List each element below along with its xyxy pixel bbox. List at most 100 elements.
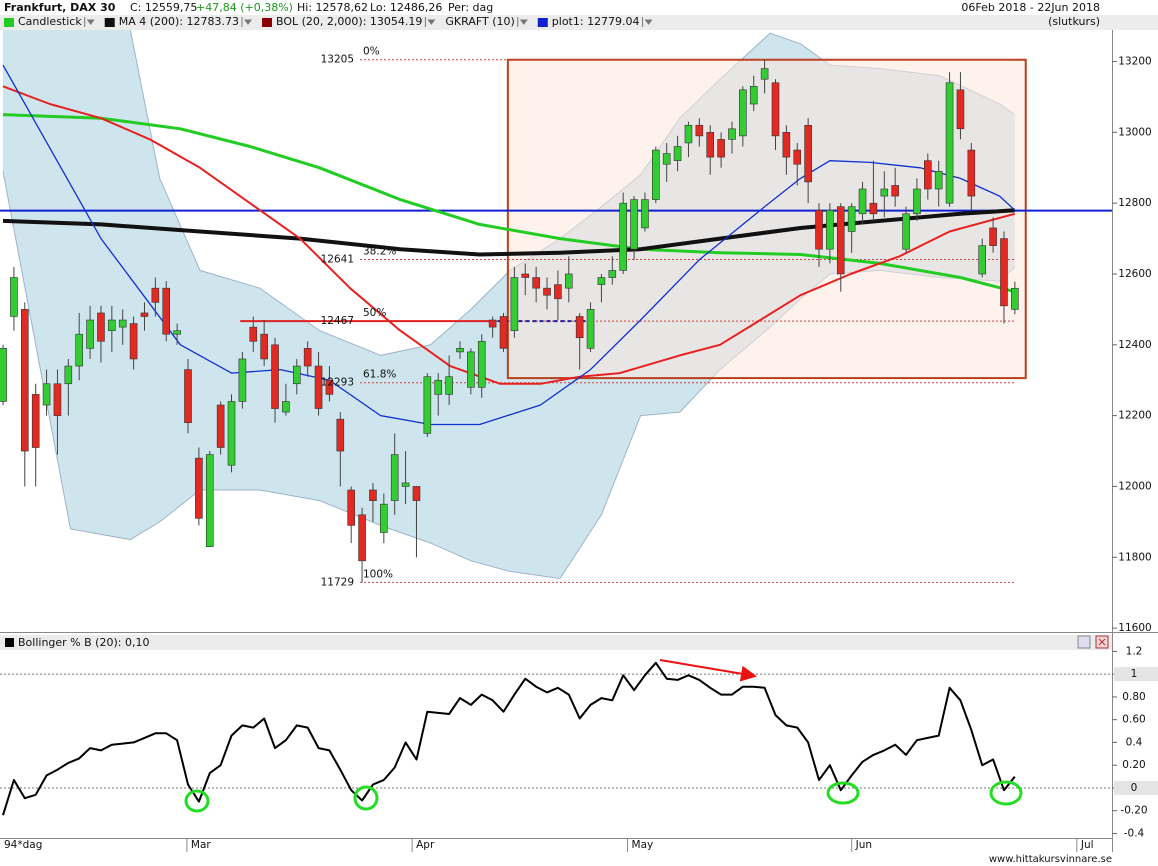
candle-body: [956, 89, 965, 130]
candle-body: [249, 326, 258, 342]
candle-body: [608, 270, 617, 278]
footer: www.hittakursvinnare.se: [989, 854, 1112, 865]
candle-body: [358, 514, 366, 562]
legend-swatch: [262, 18, 272, 27]
fib-price: 11729: [321, 576, 354, 588]
legend-dropdown[interactable]: [642, 17, 653, 27]
y-tick-label: 12800: [1118, 197, 1151, 209]
legend-label[interactable]: MA 4 (200): 12783.73: [119, 15, 239, 28]
fib-price: 12467: [321, 315, 354, 327]
candle-body: [836, 206, 845, 275]
period: Per: dag: [448, 1, 493, 14]
signal-circle: [989, 780, 1023, 806]
y-tick-highlight: [1114, 667, 1158, 682]
high: Hi: 12578,62: [297, 1, 368, 14]
candle-body: [53, 383, 62, 416]
price-mode: (slutkurs): [1048, 15, 1100, 28]
legend-bar: [0, 15, 1158, 30]
fib-percent: 0%: [363, 46, 380, 58]
legend-swatch: [4, 18, 14, 27]
fib-percent: 38.2%: [363, 245, 396, 257]
candle-body: [793, 149, 802, 165]
candle-body: [173, 330, 181, 335]
candle-body: [554, 284, 562, 300]
candle-body: [227, 401, 236, 466]
period-label: 94*dag: [4, 839, 42, 851]
candle-body: [21, 309, 29, 452]
candle-body: [31, 394, 40, 448]
candle-body: [543, 287, 551, 296]
legend-dropdown[interactable]: [517, 17, 528, 27]
legend-label[interactable]: plot1: 12779.04: [552, 15, 640, 28]
indicator-swatch: [5, 638, 14, 647]
y-tick-label: 1.2: [1126, 645, 1143, 657]
candle-body: [641, 199, 649, 229]
legend-label[interactable]: Candlestick: [18, 15, 82, 28]
candle-body: [477, 340, 486, 388]
candle-body: [184, 369, 192, 424]
main-plot: [0, 30, 1112, 583]
candle-body: [989, 227, 997, 246]
candle-body: [64, 365, 73, 385]
fib-percent: 61.8%: [363, 369, 396, 381]
x-tick-label: May: [632, 839, 654, 851]
candle-body: [325, 379, 334, 395]
candle-body: [630, 199, 638, 250]
candle-body: [760, 68, 769, 80]
candle-body: [1011, 287, 1019, 310]
y-tick-label: 13000: [1118, 126, 1151, 138]
candle-body: [902, 213, 910, 250]
low: Lo: 12486,26: [370, 1, 442, 14]
candle-body: [75, 333, 84, 367]
candle-body: [978, 245, 987, 275]
indicator-title: Bollinger % B (20): 0,10: [18, 636, 149, 649]
candle-body: [728, 128, 736, 140]
x-tick-label: Mar: [191, 839, 211, 851]
candle-body: [499, 316, 508, 349]
fib-price: 12293: [321, 377, 354, 389]
y-tick-label: 12400: [1118, 339, 1151, 351]
candle-body: [662, 153, 671, 165]
y-tick-label: 13200: [1118, 56, 1151, 68]
candle-body: [380, 503, 388, 533]
y-tick-label: 1: [1131, 668, 1138, 680]
moving-average: [2, 64, 1016, 426]
y-tick-label: 0.4: [1126, 736, 1143, 748]
candle-body: [118, 319, 127, 328]
y-tick-label: 0: [1131, 782, 1138, 794]
candle-body: [597, 277, 606, 285]
legend-label[interactable]: GKRAFT (10): [445, 15, 514, 28]
candle-body: [652, 149, 660, 200]
fib-percent: 100%: [363, 568, 393, 580]
candle-body: [684, 124, 693, 144]
candle-body: [314, 365, 323, 409]
candle-body: [336, 418, 345, 452]
candle-body: [151, 287, 160, 303]
candle-body: [924, 160, 932, 190]
candle-body: [10, 277, 18, 317]
candle-body: [695, 124, 704, 137]
legend-dropdown[interactable]: [424, 17, 436, 27]
moving-average: [2, 85, 1016, 385]
settings-icon[interactable]: [1077, 635, 1091, 649]
legend-swatch: [537, 18, 548, 27]
date-range: 06Feb 2018 - 22Jun 2018: [961, 1, 1100, 14]
main-axis: 11600 11800 12000 12200 12400 12600 12800 13000…: [1112, 56, 1152, 634]
candle-body: [521, 273, 530, 278]
legend-label[interactable]: BOL (20, 2,000): 13054.19: [276, 15, 422, 28]
candle-body: [282, 401, 290, 413]
candle-body: [739, 89, 747, 137]
legend-dropdown[interactable]: [84, 17, 95, 27]
candle-body: [412, 486, 421, 501]
y-tick-label: 11800: [1118, 551, 1151, 563]
legend-dropdown[interactable]: [241, 17, 252, 27]
candle-body: [401, 482, 410, 487]
candle-body: [532, 277, 540, 289]
candle-body: [0, 348, 7, 402]
candle-body: [771, 82, 780, 137]
fib-price: 12641: [321, 253, 354, 265]
candle-body: [97, 312, 105, 342]
candle-body: [271, 344, 279, 409]
candle-body: [575, 316, 584, 339]
